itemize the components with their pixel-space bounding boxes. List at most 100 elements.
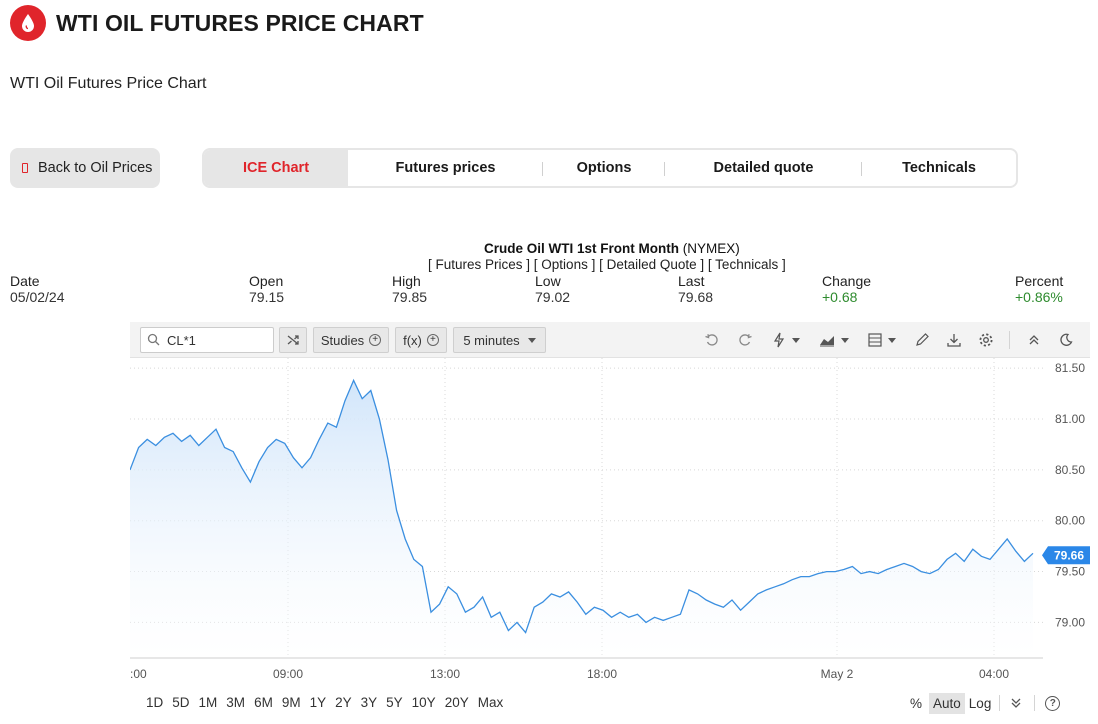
collapse-down-icon[interactable] bbox=[1010, 697, 1022, 709]
stat-high: High 79.85 bbox=[392, 273, 427, 305]
y-tick-label: 79.50 bbox=[1055, 565, 1085, 579]
percent-scale-button[interactable]: % bbox=[910, 695, 923, 711]
stat-value: +0.86% bbox=[1015, 289, 1063, 305]
redo-icon[interactable] bbox=[736, 331, 754, 349]
chart-tabs: ICE Chart Futures prices Options Detaile… bbox=[202, 148, 1018, 188]
compare-button[interactable] bbox=[279, 327, 307, 353]
tab-ice-chart[interactable]: ICE Chart bbox=[204, 150, 348, 186]
x-tick-label: 18:00 bbox=[587, 667, 617, 681]
help-question-icon[interactable]: ? bbox=[1045, 695, 1061, 711]
last-price-marker: 79.66 bbox=[1042, 546, 1090, 565]
toolbar-divider bbox=[1009, 331, 1010, 349]
interval-select[interactable]: 5 minutes bbox=[453, 327, 546, 353]
y-tick-label: 80.50 bbox=[1055, 463, 1085, 477]
range-button-20y[interactable]: 20Y bbox=[444, 695, 469, 710]
download-icon[interactable] bbox=[945, 331, 963, 349]
symbol-search-input[interactable]: CL*1 bbox=[140, 327, 274, 353]
range-button-9m[interactable]: 9M bbox=[281, 695, 301, 710]
x-tick-label: 13:00 bbox=[430, 667, 460, 681]
y-tick-label: 81.00 bbox=[1055, 412, 1085, 426]
link-detailed-quote[interactable]: [ Detailed Quote ] bbox=[599, 257, 705, 272]
range-button-1d[interactable]: 1D bbox=[146, 695, 164, 710]
tab-options[interactable]: Options bbox=[543, 150, 665, 186]
stat-value: 79.15 bbox=[249, 289, 285, 305]
scale-controls: % Auto Log ? bbox=[910, 692, 1061, 714]
caret-down-icon bbox=[841, 337, 849, 343]
price-chart[interactable]: 81.50 81.00 80.50 80.00 79.50 79.00 :00 09:00 1… bbox=[130, 358, 1090, 688]
stat-label: Low bbox=[535, 273, 561, 289]
range-button-2y[interactable]: 2Y bbox=[335, 695, 352, 710]
symbol-value: CL*1 bbox=[167, 332, 196, 348]
link-options[interactable]: [ Options ] bbox=[533, 257, 596, 272]
range-button-3m[interactable]: 3M bbox=[226, 695, 246, 710]
tab-futures-prices[interactable]: Futures prices bbox=[348, 150, 543, 186]
interval-value: 5 minutes bbox=[463, 332, 520, 348]
x-tick-label: 04:00 bbox=[979, 667, 1009, 681]
stat-low: Low 79.02 bbox=[535, 273, 570, 305]
events-menu[interactable] bbox=[770, 331, 802, 349]
x-axis: :00 09:00 13:00 18:00 May 2 04:00 bbox=[130, 667, 1009, 681]
range-button-10y[interactable]: 10Y bbox=[411, 695, 436, 710]
caret-down-icon bbox=[792, 337, 800, 343]
stat-value: 05/02/24 bbox=[10, 289, 65, 305]
range-button-5y[interactable]: 5Y bbox=[386, 695, 403, 710]
stat-open: Open 79.15 bbox=[249, 273, 284, 305]
x-tick-label: 09:00 bbox=[273, 667, 303, 681]
range-button-1y[interactable]: 1Y bbox=[309, 695, 327, 710]
range-selector: 1D 5D 1M 3M 6M 9M 1Y 2Y 3Y 5Y 10Y 20Y Max bbox=[146, 695, 512, 710]
y-tick-label: 81.50 bbox=[1055, 361, 1085, 375]
tab-detailed-quote[interactable]: Detailed quote bbox=[665, 150, 862, 186]
stat-label: Last bbox=[678, 273, 705, 289]
range-button-5d[interactable]: 5D bbox=[172, 695, 190, 710]
tab-label: Technicals bbox=[902, 160, 976, 176]
x-tick-label: :00 bbox=[130, 667, 147, 681]
stat-change: Change +0.68 bbox=[822, 273, 871, 305]
draw-pencil-icon[interactable] bbox=[913, 331, 931, 349]
auto-scale-button[interactable]: Auto bbox=[929, 692, 965, 714]
instrument-links: [ Futures Prices ] [ Options ] [ Detaile… bbox=[428, 257, 786, 272]
tab-technicals[interactable]: Technicals bbox=[862, 150, 1016, 186]
stat-label: Percent bbox=[1015, 273, 1064, 289]
layout-menu[interactable] bbox=[866, 331, 898, 349]
stat-label: Open bbox=[249, 273, 284, 289]
scale-divider bbox=[999, 695, 1001, 711]
price-area-fill bbox=[130, 380, 1033, 658]
link-technicals[interactable]: [ Technicals ] bbox=[707, 257, 786, 272]
chart-type-menu[interactable] bbox=[817, 331, 851, 349]
stat-label: Date bbox=[10, 273, 40, 289]
layout-icon bbox=[868, 333, 882, 347]
page-header: WTI OIL FUTURES PRICE CHART bbox=[10, 4, 424, 42]
undo-icon[interactable] bbox=[703, 331, 721, 349]
x-tick-label: May 2 bbox=[821, 667, 854, 681]
tab-label: Detailed quote bbox=[713, 160, 814, 176]
settings-gear-icon[interactable] bbox=[977, 331, 995, 349]
back-to-oil-prices-button[interactable]: Back to Oil Prices bbox=[10, 148, 160, 188]
stat-value: +0.68 bbox=[822, 289, 858, 305]
stat-percent: Percent +0.86% bbox=[1015, 273, 1063, 305]
log-scale-button[interactable]: Log bbox=[968, 695, 992, 711]
last-price-label: 79.66 bbox=[1054, 548, 1084, 562]
shuffle-icon bbox=[287, 335, 299, 345]
tab-label: Options bbox=[576, 160, 632, 176]
oil-drop-icon bbox=[10, 5, 46, 41]
instrument-name: Crude Oil WTI 1st Front Month bbox=[484, 241, 679, 256]
range-button-max[interactable]: Max bbox=[477, 695, 504, 710]
fx-button[interactable]: f(x) + bbox=[395, 327, 447, 353]
tab-label: Futures prices bbox=[395, 160, 496, 176]
search-icon bbox=[147, 333, 160, 346]
y-tick-label: 79.00 bbox=[1055, 615, 1085, 629]
tab-label: ICE Chart bbox=[242, 160, 310, 176]
fx-label: f(x) bbox=[403, 332, 422, 348]
dark-mode-moon-icon[interactable] bbox=[1057, 331, 1075, 349]
range-button-3y[interactable]: 3Y bbox=[360, 695, 378, 710]
stat-value: 79.68 bbox=[678, 289, 714, 305]
range-button-1m[interactable]: 1M bbox=[198, 695, 218, 710]
link-futures-prices[interactable]: [ Futures Prices ] bbox=[428, 257, 531, 272]
scale-divider bbox=[1034, 695, 1036, 711]
range-button-6m[interactable]: 6M bbox=[254, 695, 273, 710]
studies-button[interactable]: Studies + bbox=[313, 327, 389, 353]
collapse-up-icon[interactable] bbox=[1025, 331, 1043, 349]
back-button-label: Back to Oil Prices bbox=[38, 160, 153, 176]
stat-value: 79.85 bbox=[392, 289, 428, 305]
instrument-exchange: (NYMEX) bbox=[682, 241, 740, 256]
